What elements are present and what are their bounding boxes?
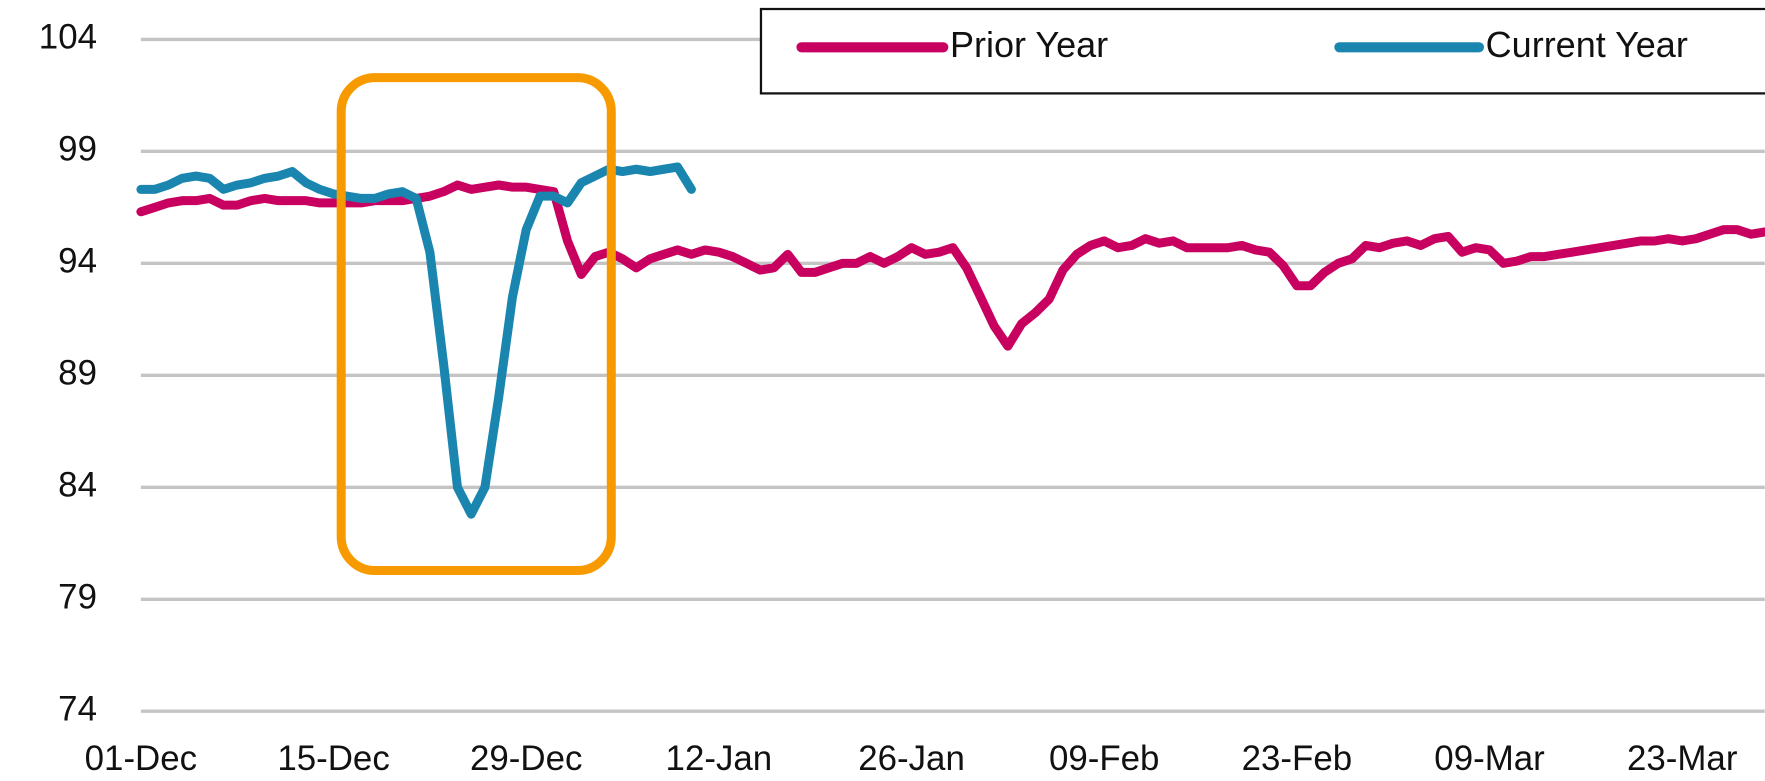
legend-label: Prior Year bbox=[950, 24, 1108, 65]
grid: 74 79 84 89 94 99 104 01-Dec 15-Dec 29-Dec 12-Jan 2… bbox=[39, 18, 1765, 778]
x-tick-label: 29-Dec bbox=[470, 739, 582, 778]
y-tick-label: 89 bbox=[58, 354, 97, 393]
x-tick-label: 26-Jan bbox=[858, 739, 965, 778]
x-tick-label: 09-Mar bbox=[1434, 739, 1545, 778]
x-tick-label: 12-Jan bbox=[666, 739, 773, 778]
lines bbox=[136, 162, 1765, 519]
y-tick-label: 99 bbox=[58, 130, 97, 169]
x-tick-label: 01-Dec bbox=[85, 739, 197, 778]
y-tick-label: 84 bbox=[58, 465, 97, 504]
highlight-box bbox=[336, 73, 616, 576]
x-tick-label: 09-Feb bbox=[1049, 739, 1160, 778]
x-tick-label: 23-Mar bbox=[1627, 739, 1738, 778]
y-tick-label: 94 bbox=[58, 242, 97, 281]
x-tick-label: 23-Feb bbox=[1242, 739, 1353, 778]
legend-label: Current Year bbox=[1486, 24, 1688, 65]
x-tick-label: 15-Dec bbox=[277, 739, 389, 778]
series-line bbox=[136, 162, 696, 519]
y-tick-label: 104 bbox=[39, 18, 97, 57]
y-tick-label: 74 bbox=[58, 689, 97, 728]
y-tick-label: 79 bbox=[58, 577, 97, 616]
series-line bbox=[136, 180, 1765, 351]
